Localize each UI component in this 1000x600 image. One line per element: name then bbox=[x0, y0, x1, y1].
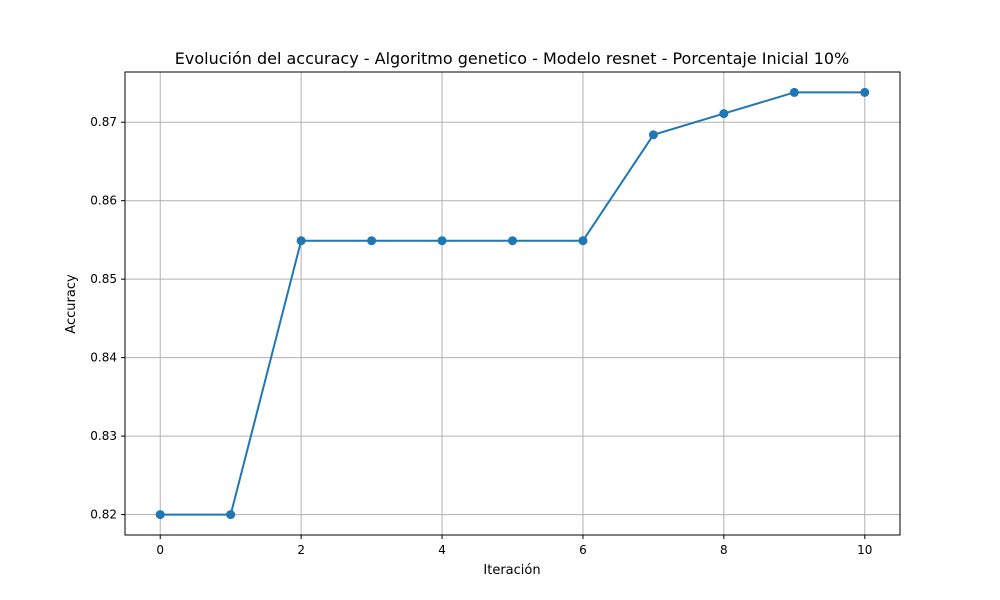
x-axis-label: Iteración bbox=[483, 563, 540, 578]
series-layer bbox=[155, 87, 870, 520]
data-point bbox=[226, 510, 236, 520]
y-tick-label: 0.87 bbox=[90, 115, 117, 129]
data-point bbox=[367, 236, 377, 246]
data-point bbox=[578, 236, 588, 246]
data-point bbox=[860, 87, 870, 97]
plot-frame bbox=[124, 71, 901, 536]
x-tick-label: 8 bbox=[720, 543, 728, 557]
x-tick-label: 6 bbox=[579, 543, 587, 557]
y-tick-label: 0.86 bbox=[90, 194, 117, 208]
chart-title: Evolución del accuracy - Algoritmo genet… bbox=[175, 49, 850, 68]
x-tick-label: 0 bbox=[156, 543, 164, 557]
data-point bbox=[648, 130, 658, 140]
y-tick-label: 0.84 bbox=[90, 351, 117, 365]
y-tick-label: 0.83 bbox=[90, 429, 117, 443]
grid-lines bbox=[125, 72, 900, 535]
data-point bbox=[296, 236, 306, 246]
data-point bbox=[719, 109, 729, 119]
data-point bbox=[508, 236, 517, 246]
x-tick-label: 2 bbox=[297, 543, 305, 557]
x-tick-label: 10 bbox=[857, 543, 872, 557]
data-point bbox=[789, 87, 799, 97]
data-point bbox=[155, 510, 165, 520]
x-tick-label: 4 bbox=[438, 543, 446, 557]
data-point bbox=[437, 236, 447, 246]
y-tick-label: 0.82 bbox=[90, 508, 117, 522]
y-tick-label: 0.85 bbox=[90, 272, 117, 286]
axis-ticks: 0 2 4 6 8 10 0.82 0.83 0.84 0.85 0.86 0.87 bbox=[90, 115, 872, 557]
y-axis-label: Accuracy bbox=[64, 274, 79, 334]
